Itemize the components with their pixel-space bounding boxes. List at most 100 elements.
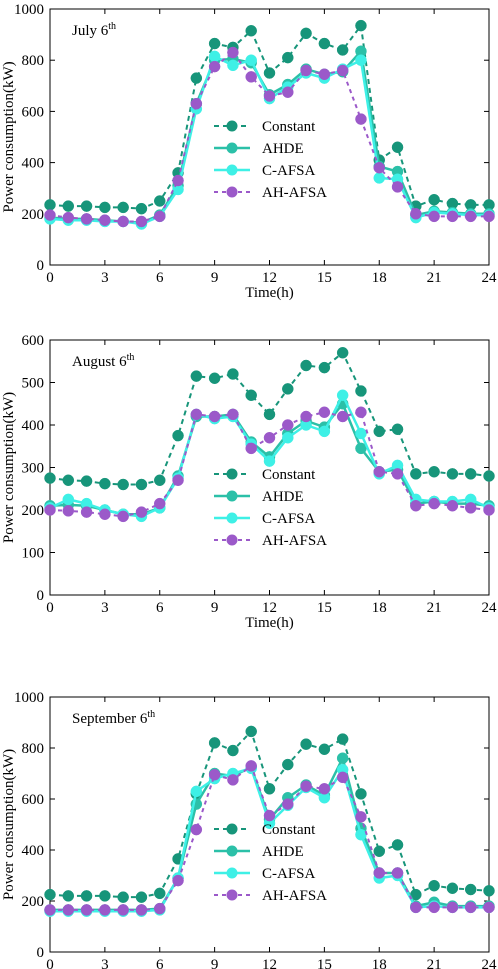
data-point-ah-afsa — [227, 46, 239, 59]
data-point-ah-afsa — [300, 780, 312, 792]
x-tick-label: 6 — [156, 600, 164, 616]
y-tick-label: 500 — [22, 376, 45, 392]
data-point-c-afsa — [62, 493, 75, 506]
x-axis-title: Time(h) — [245, 615, 294, 631]
data-point-constant — [117, 478, 129, 491]
data-point-ah-afsa — [464, 901, 477, 914]
legend-label: AH-AFSA — [262, 888, 327, 904]
data-point-ah-afsa — [355, 406, 367, 418]
data-point-ah-afsa — [227, 774, 239, 786]
data-point-ah-afsa — [336, 410, 349, 423]
chart-panel-july: 0 3 6 9 12 15 18 21 24 0 200 400 600 800 1000 Time(h) Po… — [1, 2, 497, 301]
data-point-ah-afsa — [410, 208, 422, 220]
data-point-constant — [391, 839, 404, 851]
data-point-ah-afsa — [44, 504, 56, 516]
data-point-ah-afsa — [282, 86, 294, 98]
data-point-constant — [99, 201, 111, 214]
data-point-constant — [282, 51, 294, 64]
data-point-constant — [373, 845, 385, 858]
y-tick-label: 800 — [22, 53, 45, 69]
data-point-ah-afsa — [208, 769, 221, 781]
data-point-constant — [245, 725, 257, 738]
data-point-ah-afsa — [44, 904, 56, 916]
data-point-ah-afsa — [99, 904, 111, 916]
data-point-constant — [428, 193, 440, 206]
y-tick-label: 1000 — [14, 690, 44, 706]
x-tick-label: 15 — [317, 957, 332, 969]
y-tick-label: 400 — [22, 418, 45, 434]
legend-marker — [226, 186, 238, 198]
data-point-constant — [62, 890, 75, 902]
data-point-constant — [208, 737, 221, 749]
data-point-c-afsa — [355, 54, 367, 66]
data-point-ah-afsa — [154, 902, 166, 915]
data-point-ah-afsa — [172, 874, 184, 887]
legend-label: Constant — [262, 822, 316, 838]
data-point-constant — [355, 788, 367, 800]
y-axis-title: Power consumption(kW) — [1, 392, 17, 543]
x-tick-label: 24 — [482, 600, 498, 616]
data-point-constant — [80, 890, 93, 902]
data-point-constant — [208, 372, 221, 384]
data-point-c-afsa — [208, 50, 221, 63]
data-point-constant — [336, 733, 349, 745]
data-point-ah-afsa — [80, 904, 93, 916]
legend-label: C-AFSA — [262, 163, 316, 179]
y-tick-label: 200 — [22, 207, 45, 223]
data-point-constant — [483, 885, 495, 897]
x-tick-label: 21 — [427, 957, 442, 969]
panel-title: August 6th — [72, 352, 134, 370]
data-point-constant — [227, 744, 239, 757]
data-point-ah-afsa — [483, 504, 495, 516]
panel-title-main: August 6 — [72, 354, 127, 370]
data-point-ah-afsa — [446, 500, 459, 512]
legend-marker — [226, 142, 238, 154]
x-tick-label: 9 — [211, 270, 219, 286]
data-point-ah-afsa — [135, 506, 148, 518]
data-point-ah-afsa — [190, 823, 203, 836]
data-point-constant — [135, 478, 148, 491]
data-point-constant — [135, 202, 148, 215]
panel-title-main: September 6 — [72, 711, 148, 727]
data-point-ah-afsa — [373, 867, 385, 879]
data-point-ah-afsa — [80, 213, 93, 225]
data-point-ah-afsa — [391, 181, 404, 193]
data-point-ah-afsa — [446, 210, 459, 223]
data-point-constant — [245, 25, 257, 37]
x-tick-label: 15 — [317, 600, 332, 616]
data-point-ah-afsa — [355, 811, 367, 823]
data-point-ah-afsa — [355, 113, 367, 125]
x-tick-label: 12 — [262, 957, 277, 969]
legend-marker — [226, 867, 238, 879]
data-point-constant — [428, 879, 440, 892]
data-point-constant — [208, 37, 221, 50]
data-point-constant — [300, 359, 312, 372]
data-point-ah-afsa — [62, 904, 75, 916]
plot-frame — [49, 8, 490, 266]
data-point-ah-afsa — [373, 466, 385, 478]
data-point-ah-afsa — [410, 500, 422, 512]
data-point-ah-afsa — [135, 215, 148, 228]
data-point-ah-afsa — [135, 904, 148, 916]
data-point-ah-afsa — [117, 904, 129, 916]
data-point-constant — [62, 474, 75, 486]
x-tick-label: 3 — [101, 600, 109, 616]
data-point-ah-afsa — [190, 408, 203, 421]
data-point-ah-afsa — [282, 419, 294, 431]
data-point-ah-afsa — [80, 506, 93, 518]
legend-marker — [226, 120, 238, 132]
data-point-constant — [446, 882, 459, 894]
data-point-constant — [318, 361, 331, 374]
legend-label: C-AFSA — [262, 511, 316, 527]
x-tick-label: 18 — [372, 270, 387, 286]
y-axis-title: Power consumption(kW) — [1, 61, 17, 212]
data-point-constant — [282, 758, 294, 771]
data-point-ah-afsa — [172, 174, 184, 187]
data-point-constant — [391, 141, 404, 153]
legend-marker — [226, 823, 238, 835]
data-point-constant — [300, 738, 312, 750]
legend-marker — [226, 468, 238, 480]
data-point-ah-afsa — [62, 211, 75, 224]
legend-label: AH-AFSA — [262, 185, 327, 201]
